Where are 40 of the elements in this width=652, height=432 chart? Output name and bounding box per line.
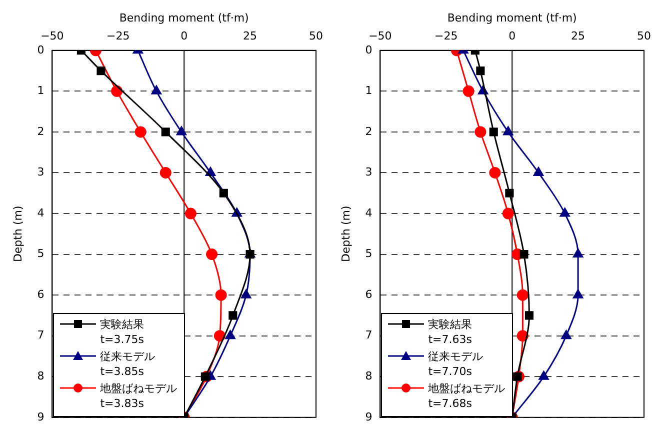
x-tick-label: −50	[40, 30, 64, 43]
x-axis-title: Bending moment (tf·m)	[119, 11, 249, 24]
x-tick-label: 50	[309, 30, 323, 43]
y-tick-label: 6	[37, 288, 44, 301]
y-tick-label: 1	[365, 84, 372, 98]
y-tick-label: 1	[37, 84, 44, 98]
legend-label: 従来モデル t=3.85s	[100, 349, 156, 380]
x-tick-label: 25	[243, 30, 258, 43]
y-tick-label: 0	[365, 43, 372, 56]
x-tick-label: −50	[368, 30, 392, 43]
y-tick-label: 3	[365, 166, 372, 179]
legend-label: 地盤ばねモデル t=7.68s	[428, 381, 506, 412]
legend-label: 実験結果 t=3.75s	[100, 317, 144, 348]
y-axis-title: Depth (m)	[339, 206, 352, 262]
y-tick-label: 0	[37, 43, 44, 56]
x-axis-title: Bending moment (tf·m)	[447, 11, 577, 24]
y-tick-label: 7	[37, 328, 44, 342]
x-tick-label: 0	[508, 30, 516, 43]
legend-label: 従来モデル t=7.70s	[428, 349, 484, 380]
y-axis-title: Depth (m)	[11, 206, 24, 262]
y-tick-label: 8	[37, 369, 44, 382]
y-tick-label: 5	[365, 247, 372, 260]
y-tick-label: 5	[37, 247, 44, 260]
y-tick-label: 9	[365, 410, 372, 424]
x-tick-label: −25	[106, 30, 130, 43]
legend-label: 地盤ばねモデル t=3.83s	[100, 381, 178, 412]
x-tick-label: −25	[434, 30, 458, 43]
legend-label: 実験結果 t=7.63s	[428, 317, 472, 348]
y-tick-label: 6	[365, 288, 372, 301]
y-tick-label: 4	[365, 206, 372, 220]
x-tick-label: 50	[637, 30, 651, 43]
y-tick-label: 8	[365, 369, 372, 382]
y-tick-label: 7	[365, 328, 372, 342]
y-tick-label: 3	[37, 166, 44, 179]
y-tick-label: 9	[37, 410, 44, 424]
x-tick-label: 0	[180, 30, 188, 43]
y-tick-label: 2	[37, 124, 44, 138]
y-tick-label: 4	[37, 206, 44, 220]
x-tick-label: 25	[571, 30, 586, 43]
y-tick-label: 2	[365, 124, 372, 138]
